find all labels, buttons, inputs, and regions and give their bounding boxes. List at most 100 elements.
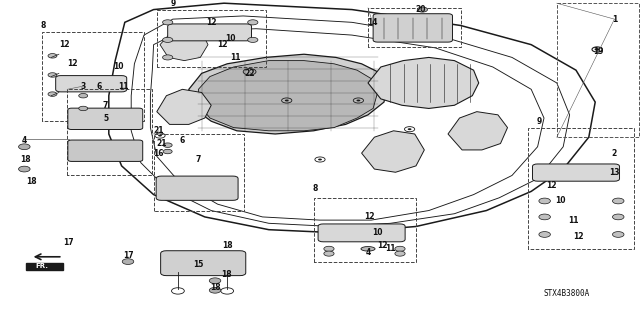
Circle shape — [48, 73, 57, 77]
Circle shape — [19, 166, 30, 172]
FancyBboxPatch shape — [161, 251, 246, 276]
Text: 2: 2 — [612, 149, 617, 158]
Text: 12: 12 — [547, 181, 557, 189]
Text: 12: 12 — [59, 40, 69, 49]
Polygon shape — [157, 89, 211, 124]
Circle shape — [158, 135, 162, 137]
Text: 17: 17 — [123, 251, 133, 260]
Text: 8: 8 — [312, 184, 317, 193]
Circle shape — [79, 106, 88, 111]
Text: 6: 6 — [180, 136, 185, 145]
Circle shape — [395, 251, 405, 256]
Polygon shape — [198, 61, 378, 131]
Polygon shape — [189, 54, 387, 134]
Circle shape — [163, 149, 172, 154]
Circle shape — [595, 48, 600, 51]
Text: 13: 13 — [609, 168, 620, 177]
Text: 1: 1 — [612, 15, 617, 24]
Text: STX4B3800A: STX4B3800A — [544, 289, 590, 298]
Text: 21: 21 — [154, 126, 164, 135]
FancyBboxPatch shape — [68, 140, 143, 161]
Text: 12: 12 — [573, 232, 583, 241]
Circle shape — [163, 37, 173, 42]
Circle shape — [48, 54, 57, 58]
Text: 6: 6 — [97, 82, 102, 91]
Text: 17: 17 — [63, 238, 74, 247]
Circle shape — [248, 37, 258, 42]
Circle shape — [248, 71, 252, 73]
FancyBboxPatch shape — [318, 224, 405, 242]
Circle shape — [408, 128, 412, 130]
FancyBboxPatch shape — [56, 76, 127, 92]
Text: 11: 11 — [118, 82, 129, 91]
Text: 9: 9 — [170, 0, 175, 8]
Text: 16: 16 — [154, 149, 164, 158]
Text: 19: 19 — [593, 47, 604, 56]
Text: 10: 10 — [225, 34, 236, 43]
Text: 11: 11 — [230, 53, 241, 62]
Text: 8: 8 — [41, 21, 46, 30]
Circle shape — [356, 100, 360, 101]
Circle shape — [318, 159, 322, 160]
Text: 10: 10 — [556, 197, 566, 205]
Polygon shape — [26, 263, 63, 270]
Circle shape — [395, 246, 405, 251]
Text: 12: 12 — [67, 59, 77, 68]
Text: 12: 12 — [218, 40, 228, 49]
Text: 4: 4 — [365, 248, 371, 256]
Circle shape — [612, 232, 624, 237]
Circle shape — [163, 20, 173, 25]
Text: 18: 18 — [20, 155, 31, 164]
Text: 12: 12 — [206, 18, 216, 27]
Polygon shape — [368, 57, 479, 108]
Text: FR.: FR. — [35, 263, 48, 269]
Circle shape — [539, 198, 550, 204]
Polygon shape — [448, 112, 508, 150]
FancyBboxPatch shape — [168, 24, 252, 41]
Circle shape — [79, 93, 88, 98]
Circle shape — [248, 20, 258, 25]
Text: 4: 4 — [22, 136, 27, 145]
Circle shape — [209, 287, 221, 293]
Text: 18: 18 — [26, 177, 36, 186]
Circle shape — [163, 55, 173, 60]
Circle shape — [612, 198, 624, 204]
Text: 3: 3 — [81, 82, 86, 91]
Text: 15: 15 — [193, 260, 204, 269]
Text: 18: 18 — [210, 283, 220, 292]
Circle shape — [539, 214, 550, 220]
Circle shape — [417, 7, 428, 12]
Text: 7: 7 — [103, 101, 108, 110]
Text: 12: 12 — [377, 241, 387, 250]
Circle shape — [285, 100, 289, 101]
Circle shape — [163, 143, 172, 147]
Text: 10: 10 — [372, 228, 383, 237]
FancyBboxPatch shape — [373, 14, 452, 42]
Text: 18: 18 — [222, 241, 232, 250]
Text: 5: 5 — [103, 114, 108, 122]
Circle shape — [209, 278, 221, 284]
Circle shape — [324, 251, 334, 256]
FancyBboxPatch shape — [156, 176, 238, 200]
FancyBboxPatch shape — [68, 108, 143, 130]
Polygon shape — [362, 131, 424, 172]
Text: 14: 14 — [367, 18, 378, 27]
Text: 18: 18 — [221, 270, 232, 279]
Circle shape — [612, 214, 624, 220]
Circle shape — [48, 92, 57, 96]
Ellipse shape — [361, 247, 375, 251]
Text: 22: 22 — [244, 69, 255, 78]
Text: 7: 7 — [196, 155, 201, 164]
Circle shape — [324, 246, 334, 251]
Text: 21: 21 — [156, 139, 166, 148]
Text: 11: 11 — [568, 216, 579, 225]
Polygon shape — [160, 29, 208, 61]
Text: 9: 9 — [537, 117, 542, 126]
Circle shape — [243, 69, 256, 75]
Text: 11: 11 — [385, 244, 396, 253]
Text: 10: 10 — [113, 63, 124, 71]
Circle shape — [539, 232, 550, 237]
Circle shape — [19, 144, 30, 150]
Text: 20: 20 — [416, 5, 426, 14]
Text: 12: 12 — [364, 212, 374, 221]
